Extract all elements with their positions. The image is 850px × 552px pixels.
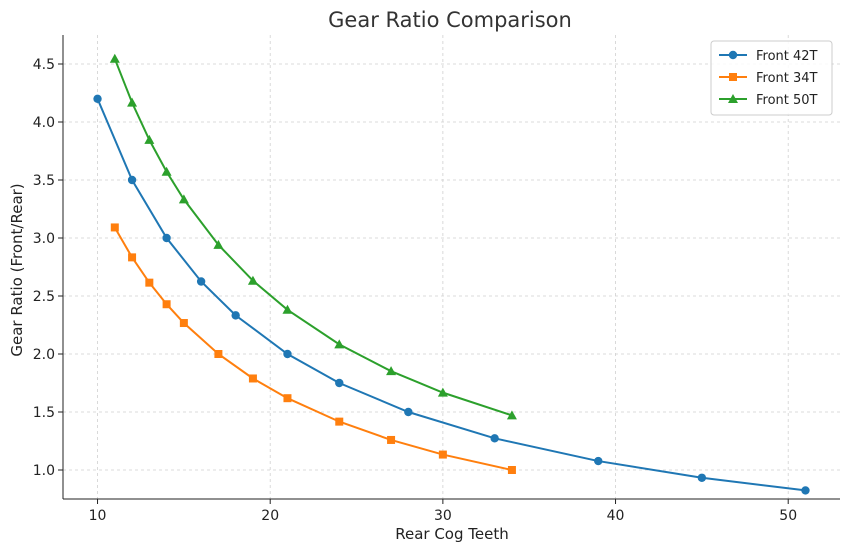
legend-box xyxy=(710,40,833,116)
data-point xyxy=(127,97,138,107)
data-point xyxy=(231,311,240,320)
data-point xyxy=(283,349,292,359)
legend-label: Front 34T xyxy=(756,71,818,86)
data-point xyxy=(178,194,189,204)
data-point xyxy=(438,450,447,459)
data-point xyxy=(162,233,171,243)
series-front-34t xyxy=(110,223,516,474)
data-point xyxy=(490,434,499,443)
data-point xyxy=(127,175,137,185)
legend-item: Front 34T xyxy=(719,71,818,86)
data-point xyxy=(93,94,102,104)
y-tick-label: 3.5 xyxy=(33,173,55,189)
x-tick-label: 10 xyxy=(89,508,107,524)
data-point xyxy=(506,410,517,420)
legend-label: Front 42T xyxy=(756,49,818,64)
y-tick-label: 1.5 xyxy=(33,405,55,421)
y-tick-label: 4.5 xyxy=(33,57,55,73)
data-point xyxy=(145,278,154,287)
data-point xyxy=(144,134,155,144)
legend-marker xyxy=(728,94,738,103)
legend-marker xyxy=(729,73,737,81)
y-tick-label: 2.5 xyxy=(33,289,55,305)
legend: Front 42T Front 34T Front 50T xyxy=(710,40,833,116)
x-tick-label: 30 xyxy=(434,508,452,524)
data-point xyxy=(214,350,223,358)
data-point xyxy=(110,223,119,232)
data-point xyxy=(404,407,413,417)
chart-title: Gear Ratio Comparison xyxy=(328,8,572,32)
y-tick-label: 1.0 xyxy=(33,463,55,479)
data-point xyxy=(387,435,396,444)
data-point xyxy=(386,366,397,376)
legend-item: Front 42T xyxy=(719,49,818,64)
data-point xyxy=(697,473,707,482)
series-front-42t xyxy=(93,94,810,495)
data-point xyxy=(283,394,292,403)
series-line xyxy=(113,226,513,471)
data-point xyxy=(213,239,224,249)
series-line xyxy=(96,98,806,492)
axis-layer: 10 20 30 40 50 1.0 1.5 2.0 2.5 3.0 3.5 4.0 4.5 xyxy=(33,35,840,524)
y-tick-label: 4.0 xyxy=(33,115,55,131)
x-tick-label: 50 xyxy=(779,508,797,524)
x-tick-label: 40 xyxy=(607,508,625,524)
series-layer xyxy=(93,53,810,495)
y-tick-label: 2.0 xyxy=(33,347,55,363)
data-point xyxy=(282,304,293,314)
legend-marker xyxy=(728,50,738,60)
data-point xyxy=(437,387,448,397)
series-front-50t xyxy=(109,53,517,420)
data-point xyxy=(247,275,258,285)
data-point xyxy=(334,339,345,349)
data-point xyxy=(594,456,603,466)
x-tick-label: 20 xyxy=(261,508,279,524)
data-point xyxy=(179,319,188,328)
series-line xyxy=(113,58,513,417)
data-point xyxy=(128,253,137,262)
data-point xyxy=(161,166,172,176)
data-point xyxy=(248,374,257,383)
legend-label: Front 50T xyxy=(756,93,818,108)
x-axis-title: Rear Cog Teeth xyxy=(395,525,509,543)
data-point xyxy=(801,486,810,495)
legend-item: Front 50T xyxy=(719,93,818,108)
data-point xyxy=(162,300,171,309)
y-tick-label: 3.0 xyxy=(33,231,55,247)
data-point xyxy=(335,417,344,426)
data-point xyxy=(109,53,120,63)
data-point xyxy=(335,378,344,388)
y-axis-title: Gear Ratio (Front/Rear) xyxy=(8,183,26,356)
data-point xyxy=(507,466,516,474)
data-point xyxy=(196,277,206,286)
